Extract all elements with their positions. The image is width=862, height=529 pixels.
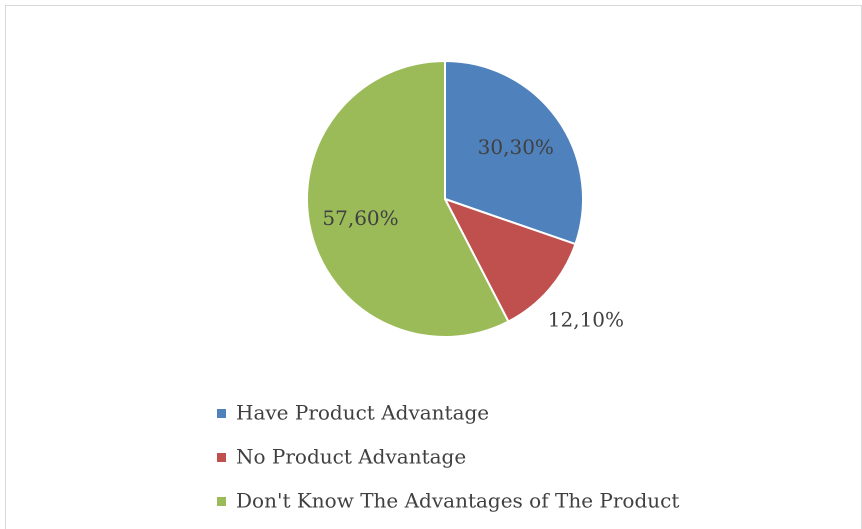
legend-swatch (217, 497, 226, 506)
legend-label: No Product Advantage (236, 445, 466, 469)
legend-swatch (217, 453, 226, 462)
data-label: 30,30% (478, 135, 554, 159)
data-label: 12,10% (548, 307, 624, 331)
data-label: 57,60% (322, 206, 398, 230)
legend-label: Don't Know The Advantages of The Product (236, 489, 679, 513)
pie-slice (306, 59, 510, 338)
pie-slice (442, 197, 577, 323)
legend-label: Have Product Advantage (236, 401, 489, 425)
pie-slice (444, 59, 584, 246)
legend-swatch (217, 409, 226, 418)
